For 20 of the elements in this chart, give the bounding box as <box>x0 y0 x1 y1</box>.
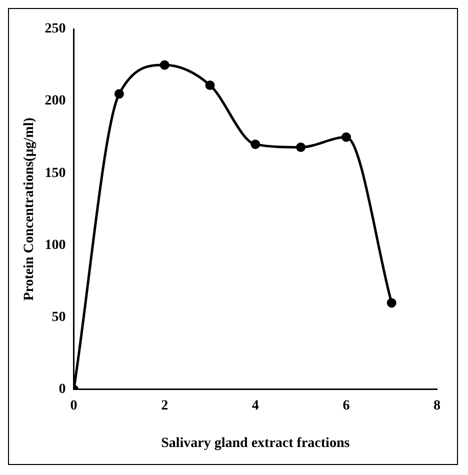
point <box>250 140 260 150</box>
point <box>114 89 124 99</box>
y-tick-label: 200 <box>44 94 66 109</box>
y-tick-label: 0 <box>58 382 66 398</box>
y-axis-title: Protein Concentrations(µg/ml) <box>22 117 38 301</box>
y-tick-label: 100 <box>44 238 66 253</box>
x-tick-label: 8 <box>434 398 440 414</box>
x-tick-label: 2 <box>161 398 168 414</box>
y-tick-label: 150 <box>44 166 66 181</box>
y-tick-label: 250 <box>44 22 66 37</box>
x-tick-label: 6 <box>342 398 350 414</box>
point <box>160 60 170 70</box>
point <box>205 80 215 90</box>
x-axis-title: Salivary gland extract fractions <box>161 436 350 452</box>
x-tick-label: 0 <box>70 398 78 414</box>
point <box>386 298 396 308</box>
point <box>296 142 306 152</box>
y-tick-label: 50 <box>52 310 66 325</box>
x-tick-label: 4 <box>252 398 259 414</box>
point <box>341 132 351 142</box>
